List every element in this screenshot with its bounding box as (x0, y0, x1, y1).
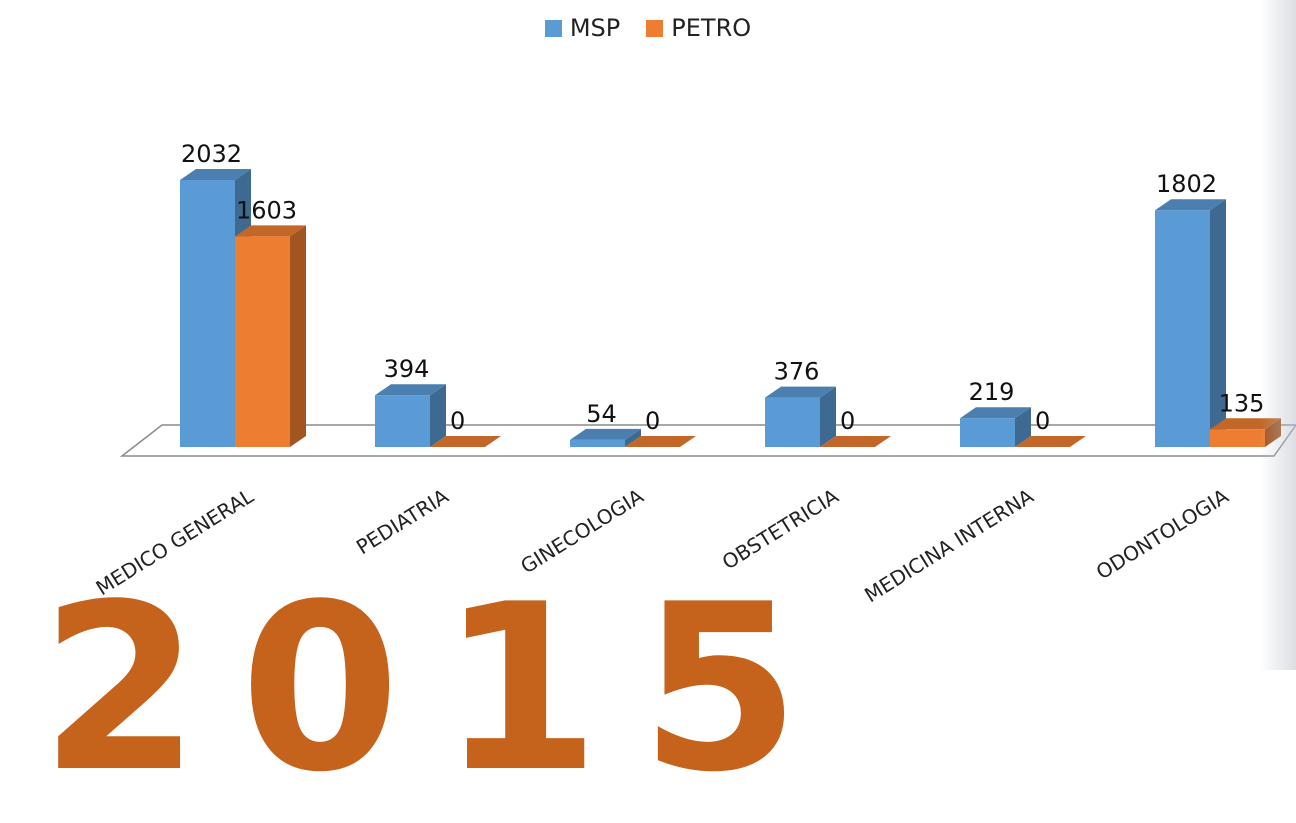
right-edge-shadow (1260, 0, 1296, 670)
bar-msp-5 (1155, 210, 1210, 447)
bar-petro-3-top (820, 436, 891, 447)
bar-msp-5-side (1210, 199, 1226, 447)
data-label-msp-0: 2032 (181, 140, 242, 168)
bar-msp-2 (570, 439, 625, 447)
legend-label-msp: MSP (569, 14, 621, 42)
bar-petro-0-top (235, 225, 306, 237)
bar-petro-2-top (625, 436, 696, 447)
bar-msp-1 (375, 395, 430, 447)
data-label-msp-4: 219 (969, 378, 1015, 406)
legend-swatch-msp (544, 19, 562, 37)
bar-msp-2-side (625, 428, 641, 447)
bar-msp-1-top (375, 384, 446, 396)
bar-msp-3-side (820, 386, 836, 447)
data-label-petro-1: 0 (450, 407, 465, 435)
category-label-4: MEDICINA INTERNA (860, 484, 1038, 607)
data-label-petro-4: 0 (1035, 407, 1050, 435)
bar-msp-3-top (765, 386, 836, 398)
category-label-1: PEDIATRIA (352, 484, 453, 560)
bar-msp-0 (180, 180, 235, 447)
bar-petro-5 (1210, 429, 1265, 447)
data-label-petro-3: 0 (840, 407, 855, 435)
legend-entry-msp: MSP (544, 14, 621, 42)
bar-petro-0 (235, 236, 290, 447)
legend-entry-petro: PETRO (646, 14, 751, 42)
bar-msp-4-side (1015, 407, 1031, 447)
data-label-petro-0: 1603 (236, 196, 297, 224)
bar-msp-5-top (1155, 199, 1226, 211)
bar-petro-1-top (430, 436, 501, 447)
data-label-msp-2: 54 (586, 400, 617, 428)
bar-petro-0-side (290, 225, 306, 447)
bar-msp-4-top (960, 407, 1031, 419)
legend: MSP PETRO (0, 14, 1296, 42)
legend-swatch-petro (646, 19, 664, 37)
year-watermark: 2015 (40, 556, 841, 823)
data-label-msp-1: 394 (384, 355, 430, 383)
data-label-petro-2: 0 (645, 407, 660, 435)
bar-msp-1-side (430, 384, 446, 447)
bar-msp-4 (960, 418, 1015, 447)
category-label-5: ODONTOLOGIA (1092, 484, 1233, 585)
bar-msp-2-top (570, 428, 641, 440)
data-label-msp-3: 376 (774, 358, 820, 386)
bar-msp-3 (765, 397, 820, 447)
bar-msp-0-top (180, 169, 251, 180)
data-label-msp-5: 1802 (1156, 170, 1217, 198)
legend-label-petro: PETRO (671, 14, 752, 42)
bar-petro-4-top (1015, 436, 1086, 447)
data-label-petro-5: 135 (1219, 389, 1265, 417)
